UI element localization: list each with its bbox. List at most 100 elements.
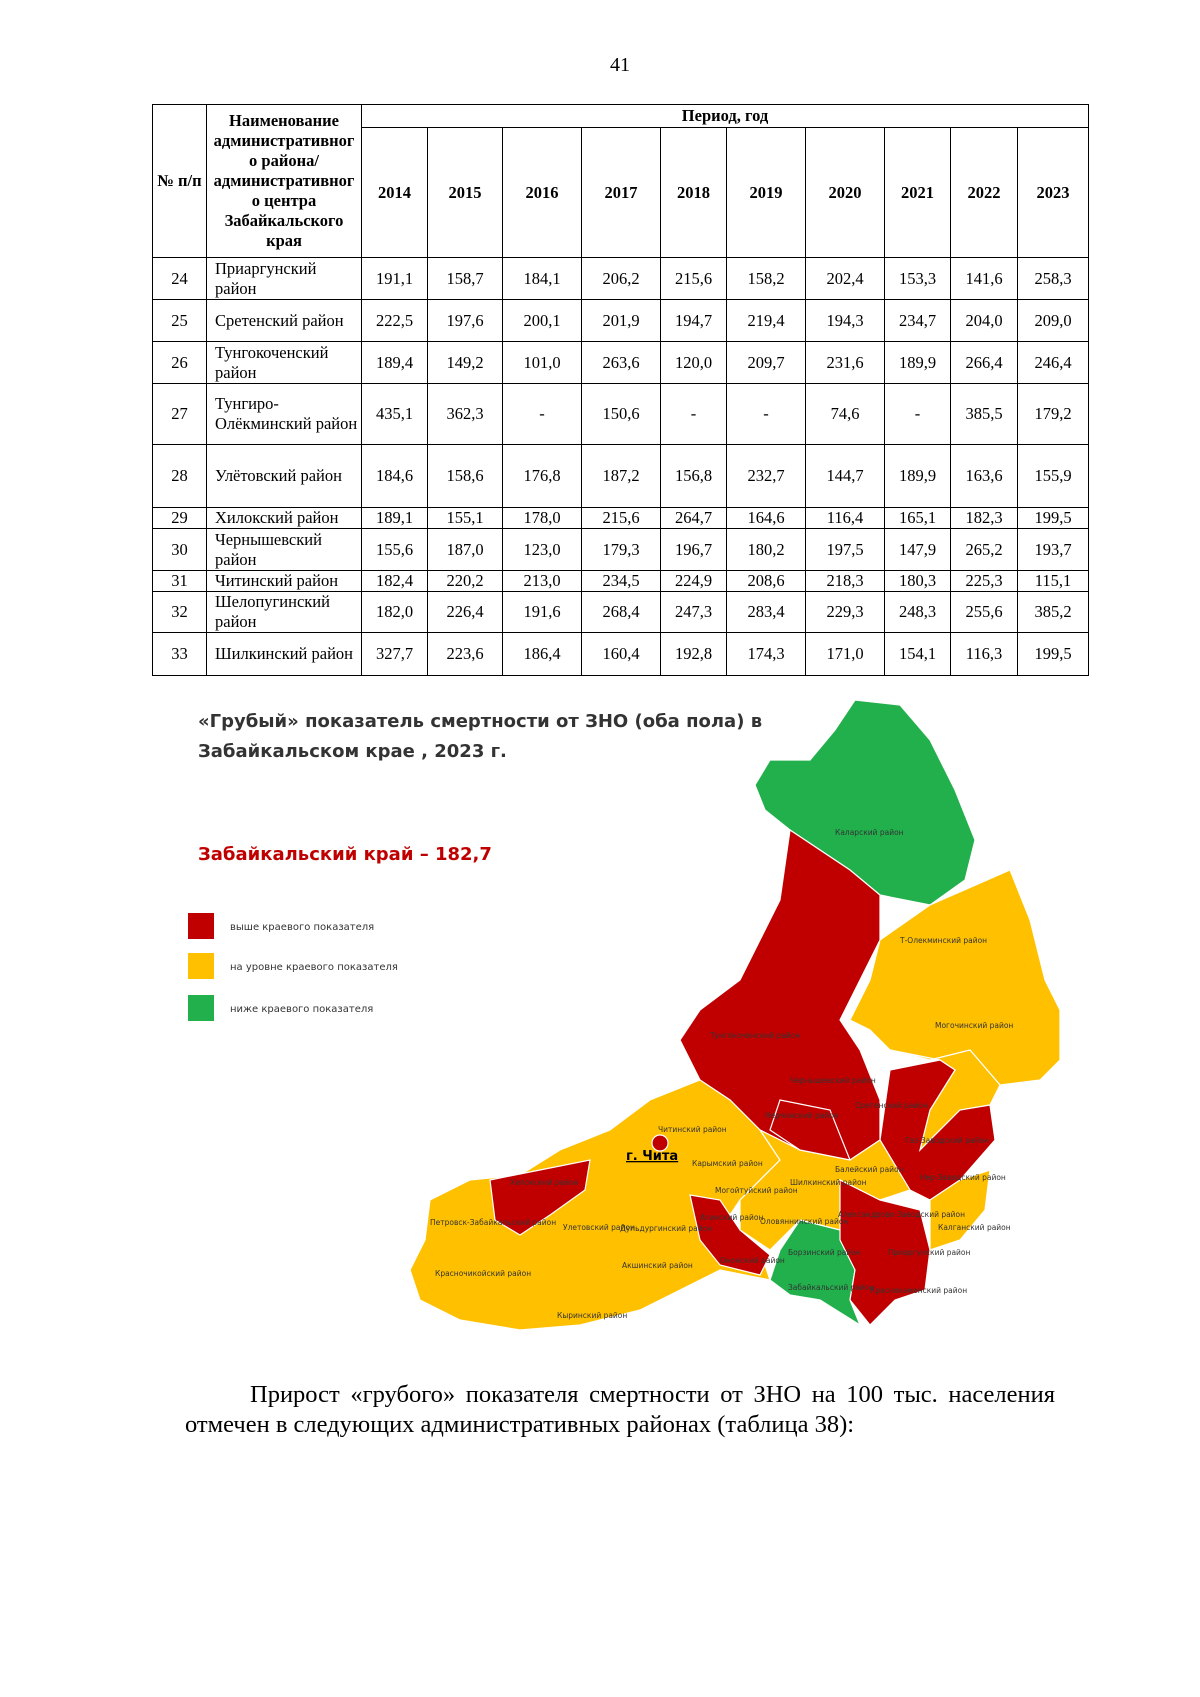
row-number: 33 bbox=[152, 632, 207, 676]
district-label: Чернышевский район bbox=[790, 1076, 876, 1085]
header-no: № п/п bbox=[152, 104, 207, 258]
header-year: 2019 bbox=[726, 127, 806, 258]
cell-value: 218,3 bbox=[805, 570, 885, 592]
district-name: Приаргунский район bbox=[206, 257, 362, 300]
map-title: «Грубый» показатель смертности от ЗНО (о… bbox=[198, 711, 762, 762]
cell-value: 197,6 bbox=[427, 299, 503, 342]
legend-swatch bbox=[188, 953, 214, 979]
cell-value: 149,2 bbox=[427, 341, 503, 384]
cell-value: 191,6 bbox=[502, 591, 582, 633]
cell-value: 213,0 bbox=[502, 570, 582, 592]
map bbox=[409, 699, 1061, 1331]
map-title-line: Забайкальском крае , 2023 г. bbox=[198, 741, 507, 762]
legend-swatch bbox=[188, 995, 214, 1021]
cell-value: 225,3 bbox=[950, 570, 1018, 592]
district-label: Кыринский район bbox=[557, 1311, 627, 1320]
cell-value: 189,4 bbox=[361, 341, 428, 384]
row-number: 32 bbox=[152, 591, 207, 633]
district-label: Читинский район bbox=[658, 1125, 727, 1134]
table-row: 25 Сретенский район 222,5 197,6 200,1 201,9 19… bbox=[152, 299, 1089, 342]
district-label: Калганский район bbox=[938, 1223, 1011, 1232]
cell-value: 158,6 bbox=[427, 444, 503, 508]
cell-value: 255,6 bbox=[950, 591, 1018, 633]
cell-value: 182,3 bbox=[950, 507, 1018, 529]
header-year: 2015 bbox=[427, 127, 503, 258]
cell-value: 182,4 bbox=[361, 570, 428, 592]
cell-value: 206,2 bbox=[581, 257, 661, 300]
header-year: 2022 bbox=[950, 127, 1018, 258]
cell-value: 268,4 bbox=[581, 591, 661, 633]
district-label: Тунгокочинский район bbox=[709, 1031, 800, 1040]
district-label: Улетовский район bbox=[563, 1223, 635, 1232]
cell-value: 226,4 bbox=[427, 591, 503, 633]
cell-value: 141,6 bbox=[950, 257, 1018, 300]
cell-value: 116,3 bbox=[950, 632, 1018, 676]
legend-label: выше краевого показателя bbox=[230, 922, 374, 933]
cell-value: 123,0 bbox=[502, 528, 582, 571]
map-title-line: «Грубый» показатель смертности от ЗНО (о… bbox=[198, 711, 762, 732]
cell-value: 178,0 bbox=[502, 507, 582, 529]
district-label: Хилокский район bbox=[510, 1178, 579, 1187]
district-label: Ононский район bbox=[720, 1256, 785, 1265]
cell-value: 222,5 bbox=[361, 299, 428, 342]
cell-value: 208,6 bbox=[726, 570, 806, 592]
table-row: 24 Приаргунский район 191,1 158,7 184,1 206,2… bbox=[152, 257, 1089, 300]
cell-value: 158,2 bbox=[726, 257, 806, 300]
row-number: 29 bbox=[152, 507, 207, 529]
cell-value: 202,4 bbox=[805, 257, 885, 300]
cell-value: 189,1 bbox=[361, 507, 428, 529]
cell-value: 196,7 bbox=[660, 528, 727, 571]
district-name: Шилкинский район bbox=[206, 632, 362, 676]
cell-value: 187,0 bbox=[427, 528, 503, 571]
header-year: 2023 bbox=[1017, 127, 1089, 258]
cell-value: 385,2 bbox=[1017, 591, 1089, 633]
cell-value: 192,8 bbox=[660, 632, 727, 676]
table: № п/п Наименование административного райо… bbox=[152, 104, 1089, 676]
cell-value: 201,9 bbox=[581, 299, 661, 342]
cell-value: 219,4 bbox=[726, 299, 806, 342]
district-label: Акшинский район bbox=[622, 1261, 693, 1270]
cell-value: 194,7 bbox=[660, 299, 727, 342]
cell-value: 362,3 bbox=[427, 383, 503, 445]
cell-value: 144,7 bbox=[805, 444, 885, 508]
cell-value: 209,7 bbox=[726, 341, 806, 384]
header-year: 2014 bbox=[361, 127, 428, 258]
cell-value: 258,3 bbox=[1017, 257, 1089, 300]
cell-value: 171,0 bbox=[805, 632, 885, 676]
table-row: 26 Тунгокоченский район 189,4 149,2 101,0 263… bbox=[152, 341, 1089, 384]
map-subtitle: Забайкальский край – 182,7 bbox=[198, 844, 492, 865]
paragraph: Прирост «грубого» показателя смертности … bbox=[185, 1381, 1055, 1438]
cell-value: 116,4 bbox=[805, 507, 885, 529]
table-row: 31 Читинский район 182,4 220,2 213,0 234,5 224… bbox=[152, 570, 1089, 592]
district-label: Карымский район bbox=[692, 1159, 763, 1168]
page-number: 41 bbox=[610, 54, 630, 76]
region bbox=[689, 1194, 771, 1276]
region bbox=[409, 1079, 781, 1331]
district-label: Приаргунский район bbox=[888, 1248, 971, 1257]
cell-value: 263,6 bbox=[581, 341, 661, 384]
cell-value: 200,1 bbox=[502, 299, 582, 342]
table-row: 33 Шилкинский район 327,7 223,6 186,4 160,4 19… bbox=[152, 632, 1089, 676]
district-name: Сретенский район bbox=[206, 299, 362, 342]
district-name: Чернышевский район bbox=[206, 528, 362, 571]
city-marker bbox=[651, 1134, 669, 1152]
cell-value: 223,6 bbox=[427, 632, 503, 676]
row-number: 28 bbox=[152, 444, 207, 508]
cell-value: 155,9 bbox=[1017, 444, 1089, 508]
district-name: Хилокский район bbox=[206, 507, 362, 529]
table-row: 30 Чернышевский район 155,6 187,0 123,0 179,3… bbox=[152, 528, 1089, 571]
cell-value: 189,9 bbox=[884, 341, 951, 384]
cell-value: 74,6 bbox=[805, 383, 885, 445]
cell-value: 184,6 bbox=[361, 444, 428, 508]
cell-value: 155,6 bbox=[361, 528, 428, 571]
cell-value: 158,7 bbox=[427, 257, 503, 300]
table-row: 27 Тунгиро-Олёкминский район 435,1 362,3-15… bbox=[152, 383, 1089, 445]
cell-value: 120,0 bbox=[660, 341, 727, 384]
row-number: 24 bbox=[152, 257, 207, 300]
district-name: Улётовский район bbox=[206, 444, 362, 508]
row-number: 27 bbox=[152, 383, 207, 445]
cell-value: 199,5 bbox=[1017, 507, 1089, 529]
table-row: 29 Хилокский район 189,1 155,1 178,0 215,6 264… bbox=[152, 507, 1089, 529]
cell-value: 191,1 bbox=[361, 257, 428, 300]
